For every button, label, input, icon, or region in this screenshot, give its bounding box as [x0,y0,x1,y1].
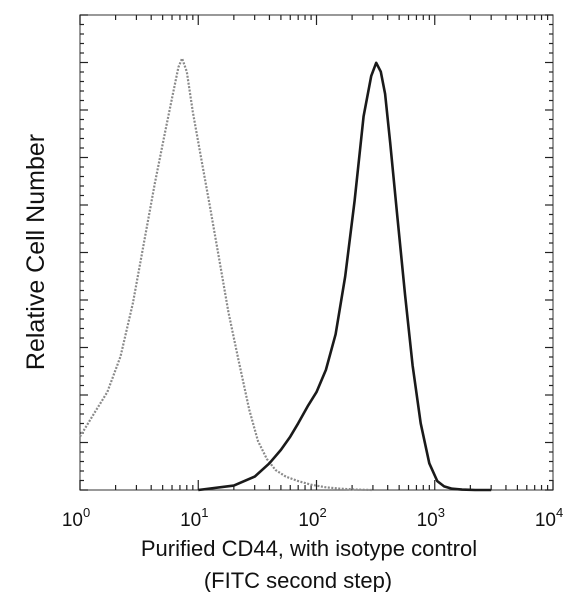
x-axis-title-line2: (FITC second step) [204,568,392,592]
cd44-histogram [198,61,492,492]
y-axis-title: Relative Cell Number [22,134,50,370]
x-axis-tick-labels: 100 101 102 103 104 [62,505,563,531]
x-tick-label: 103 [417,505,445,531]
x-axis-title: Purified CD44, with isotype control [141,536,477,561]
x-tick-label: 101 [180,505,208,531]
x-tick-label: 104 [535,505,563,531]
series-layer [79,57,492,492]
x-tick-label: 100 [62,505,90,531]
x-axis-ticks [79,15,554,490]
y-axis-ticks [80,14,553,491]
isotype-control-histogram [79,57,373,492]
x-tick-label: 102 [298,505,326,531]
